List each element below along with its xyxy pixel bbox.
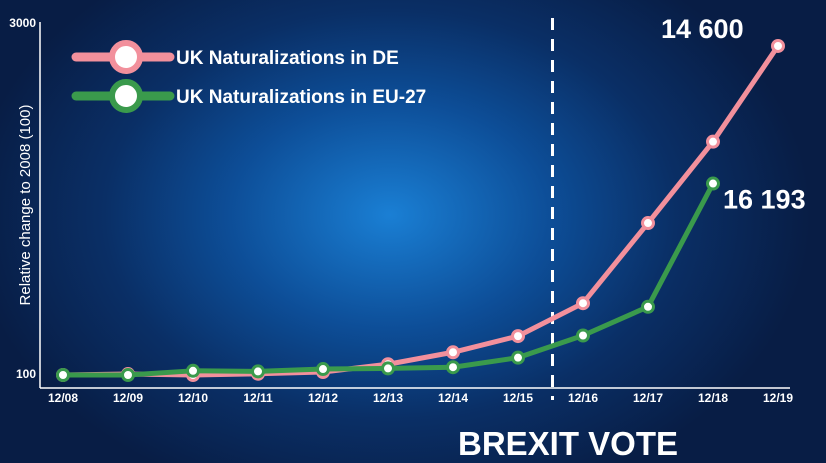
data-point — [56, 368, 70, 382]
y-tick-min: 100 — [16, 367, 36, 381]
data-point — [121, 368, 135, 382]
y-axis-label: Relative change to 2008 (100) — [17, 105, 34, 306]
y-tick-max: 3000 — [9, 16, 36, 30]
legend-swatch-marker — [109, 79, 143, 113]
x-tick-label: 12/15 — [503, 391, 533, 405]
x-tick-label: 12/08 — [48, 391, 78, 405]
data-point — [316, 362, 330, 377]
data-point — [706, 134, 720, 149]
x-tick-label: 12/10 — [178, 391, 208, 405]
data-point — [641, 299, 655, 314]
data-point — [641, 216, 655, 231]
series-eu27 — [56, 176, 720, 382]
x-tick-label: 12/12 — [308, 391, 338, 405]
data-point — [186, 363, 200, 378]
x-tick-label: 12/13 — [373, 391, 403, 405]
value-callout: 16 193 — [723, 185, 806, 215]
x-tick-label: 12/19 — [763, 391, 793, 405]
data-point — [446, 360, 460, 375]
data-point — [576, 296, 590, 311]
data-point — [771, 38, 785, 53]
legend-swatch-marker — [109, 40, 143, 74]
legend-item: UK Naturalizations in EU-27 — [71, 79, 426, 113]
brexit-vote-marker: BREXIT VOTE — [458, 18, 678, 462]
legend: UK Naturalizations in DE UK Naturalizatio… — [71, 40, 426, 113]
x-tick-label: 12/18 — [698, 391, 728, 405]
axes: 3000 100 Relative change to 2008 (100) — [9, 16, 790, 389]
x-tick-label: 12/16 — [568, 391, 598, 405]
data-point — [706, 176, 720, 191]
x-tick-label: 12/14 — [438, 391, 468, 405]
series-line — [60, 181, 716, 378]
series-layer — [56, 38, 785, 382]
data-point — [511, 350, 525, 365]
data-point — [511, 329, 525, 344]
x-tick-label: 12/17 — [633, 391, 663, 405]
callouts: 14 600 16 193 — [661, 14, 806, 215]
legend-label: UK Naturalizations in DE — [176, 48, 399, 69]
data-point — [576, 328, 590, 343]
data-point — [251, 364, 265, 379]
series-line — [60, 43, 781, 378]
x-tick-labels: 12/08 12/09 12/10 12/11 12/12 12/13 12/14 12/15… — [48, 391, 793, 405]
x-tick-label: 12/09 — [113, 391, 143, 405]
legend-label: UK Naturalizations in EU-27 — [176, 87, 426, 108]
x-tick-label: 12/11 — [243, 391, 273, 405]
legend-item: UK Naturalizations in DE — [71, 40, 399, 74]
brexit-vote-label: BREXIT VOTE — [458, 425, 678, 462]
value-callout: 14 600 — [661, 14, 744, 44]
data-point — [381, 361, 395, 376]
data-point — [446, 345, 460, 360]
